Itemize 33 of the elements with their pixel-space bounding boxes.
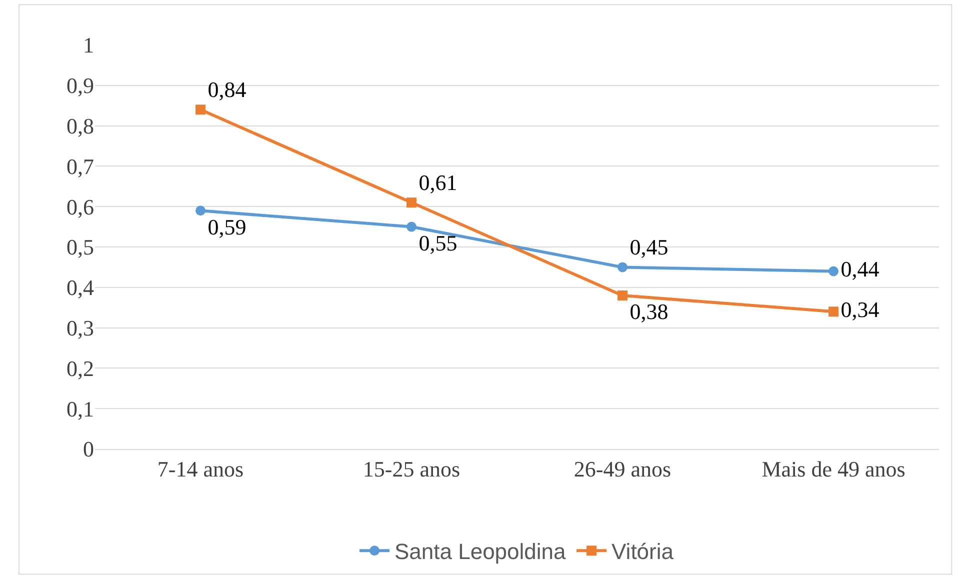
data-label: 0,84 [208,76,246,102]
point [828,266,838,276]
point [618,262,628,272]
point [828,306,838,317]
x-tick-label: 15-25 anos [362,456,460,482]
y-tick-label: 0,9 [66,73,94,98]
data-label: 0,61 [418,170,458,195]
data-label: 0,45 [630,234,668,260]
y-tick-label: 0,1 [66,396,94,422]
y-tick-label: 0,6 [66,194,94,220]
y-tick-label: 0,2 [66,356,94,381]
point [196,104,206,115]
point [618,290,628,300]
point [406,222,416,232]
y-tick-label: 0,5 [66,234,94,260]
data-label: 0,44 [840,256,880,282]
y-tick-label: 0,8 [66,114,94,138]
y-tick-label: 0,7 [66,154,94,179]
x-tick-label: Mais de 49 anos [762,456,906,482]
data-label: 0,34 [840,297,880,322]
legend-label: Santa Leopoldina [394,539,567,564]
point [406,198,416,208]
x-tick-label: 7-14 anos [157,456,244,482]
y-tick-label: 1 [83,32,94,58]
y-tick-label: 0,3 [66,316,94,340]
legend-label: Vitória [612,539,674,564]
y-tick-label: 0,4 [66,275,94,300]
data-label: 0,38 [630,299,668,324]
x-tick-label: 26-49 anos [574,456,672,482]
data-label: 0,59 [208,214,246,240]
point [196,206,206,216]
y-tick-label: 0 [83,436,94,462]
data-label: 0,55 [418,230,458,256]
